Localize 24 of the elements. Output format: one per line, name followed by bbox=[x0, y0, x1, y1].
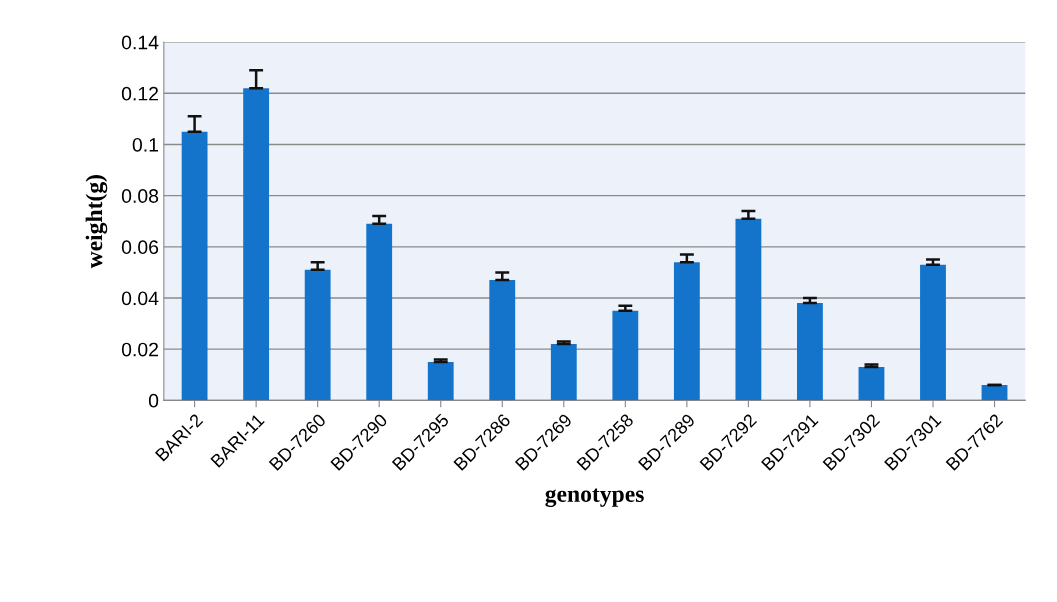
y-tick-label: 0.14 bbox=[121, 35, 159, 50]
y-tick-label: 0.02 bbox=[121, 342, 158, 357]
bar bbox=[243, 88, 270, 401]
bar bbox=[735, 218, 762, 401]
y-tick-label: 0.1 bbox=[132, 137, 159, 152]
bar bbox=[612, 310, 639, 401]
bar bbox=[673, 262, 700, 401]
y-tick-label: 0.08 bbox=[121, 189, 159, 203]
bar bbox=[550, 344, 577, 401]
y-tick-label: 0 bbox=[148, 393, 159, 408]
bar bbox=[858, 367, 885, 401]
bar bbox=[427, 361, 454, 401]
bar bbox=[981, 384, 1008, 401]
x-axis-title: genotypes bbox=[545, 488, 644, 507]
bar bbox=[181, 131, 208, 401]
y-tick-label: 0.06 bbox=[121, 240, 159, 255]
bar bbox=[920, 264, 946, 401]
y-tick-label: 0.12 bbox=[121, 86, 158, 101]
bar bbox=[304, 269, 331, 401]
y-axis-title: weight(g) bbox=[85, 175, 108, 269]
bar bbox=[366, 223, 393, 401]
y-tick-label: 0.04 bbox=[121, 291, 159, 306]
bar bbox=[797, 303, 823, 401]
bar bbox=[489, 280, 516, 401]
